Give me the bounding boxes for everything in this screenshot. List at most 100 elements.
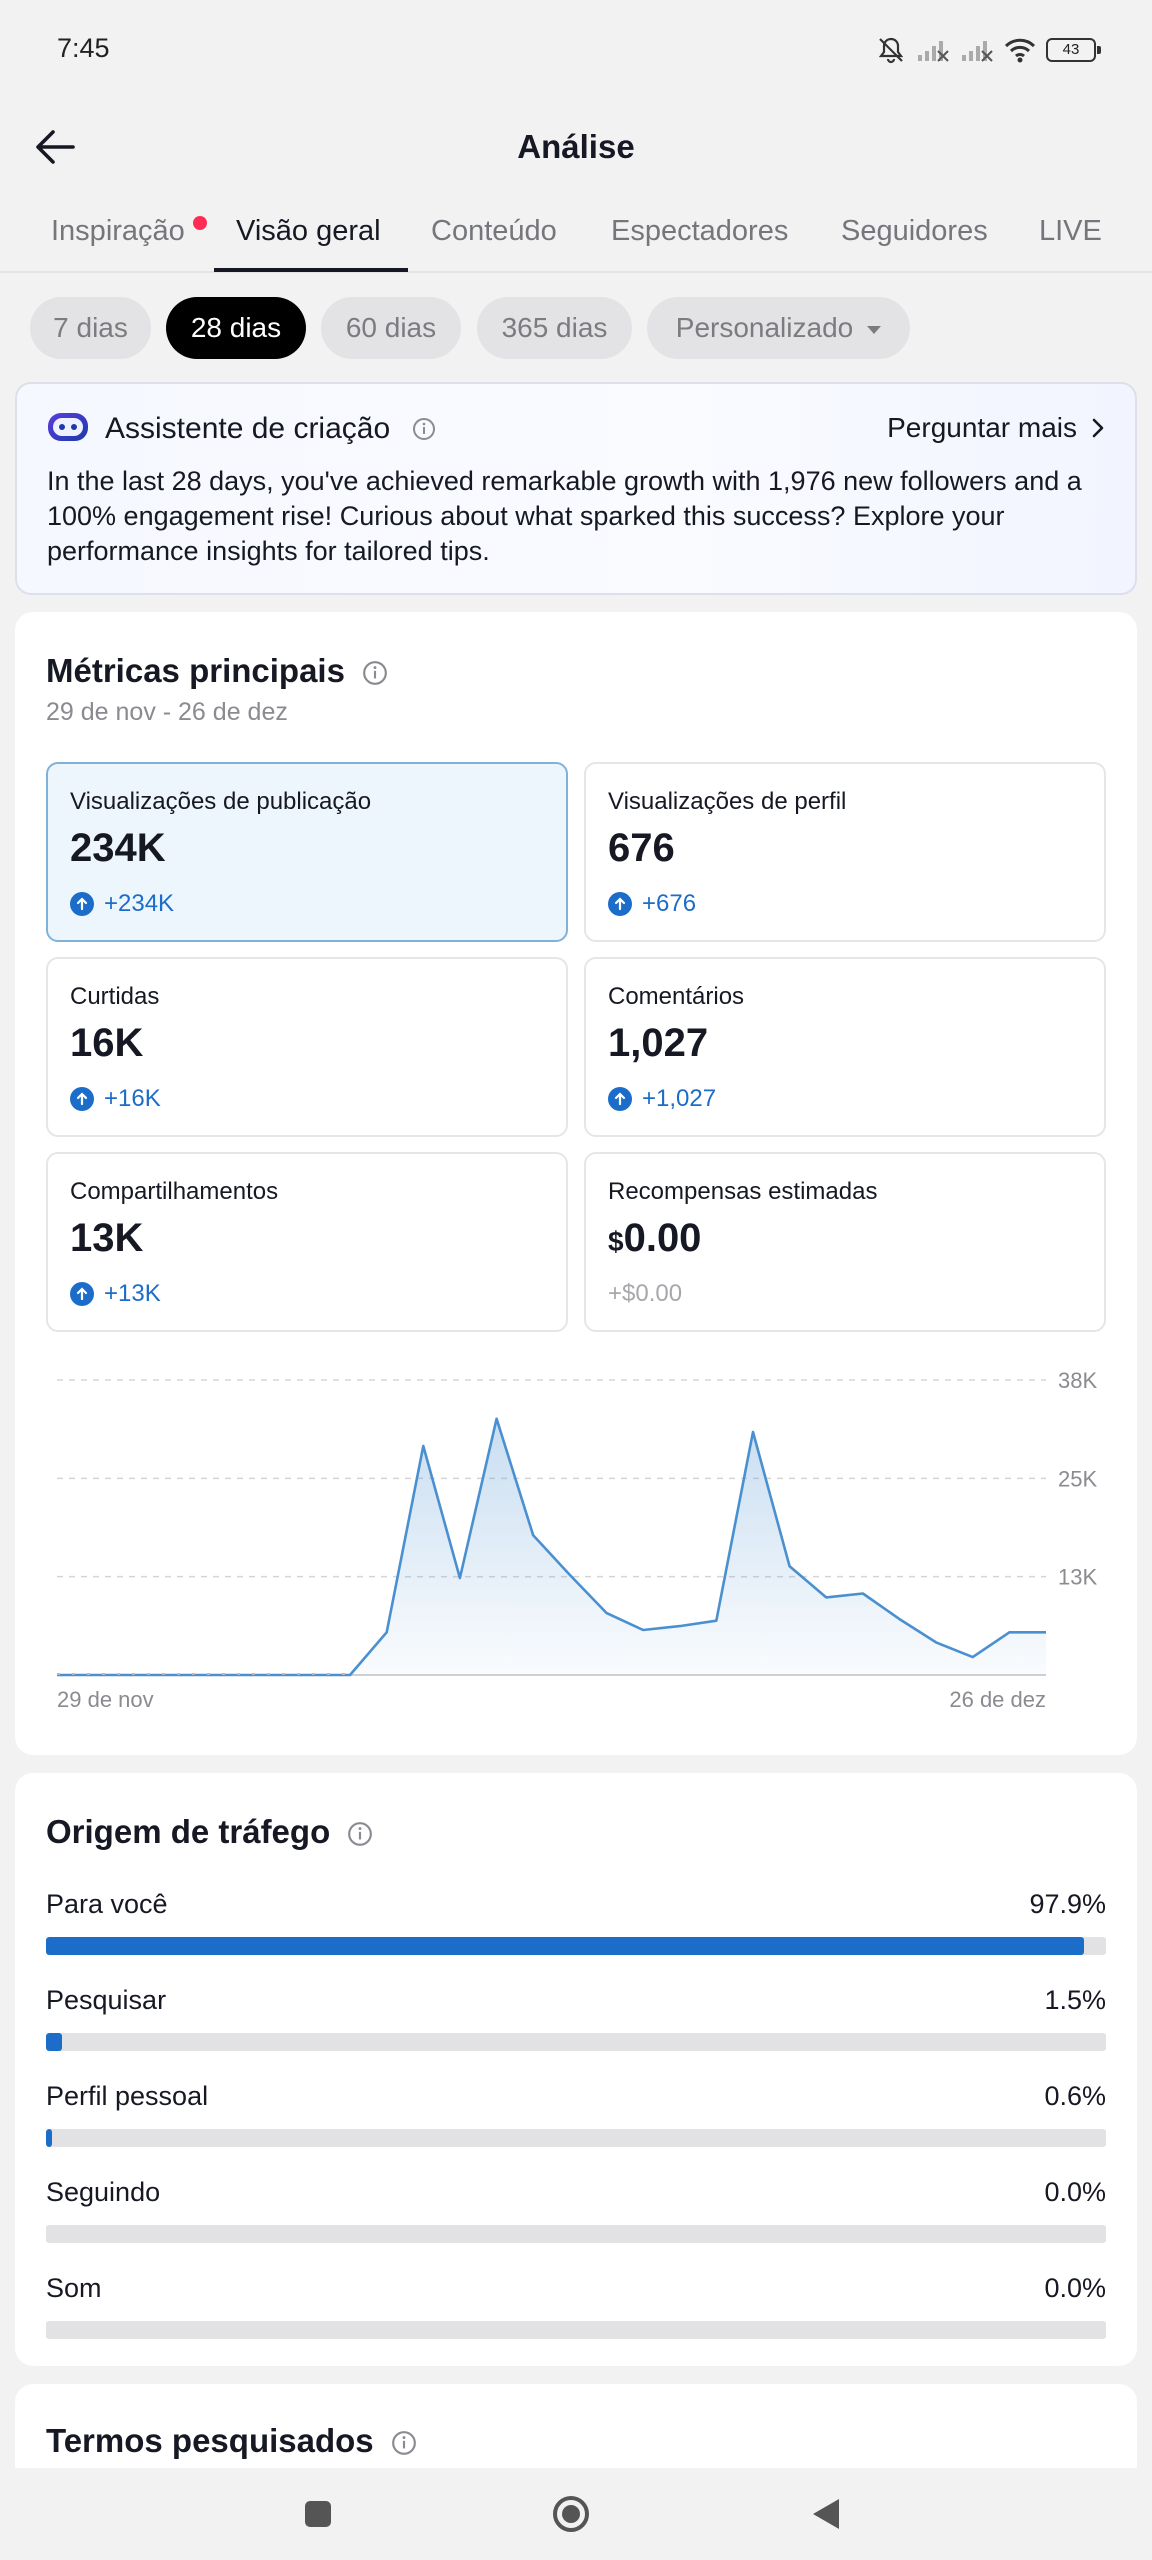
info-icon[interactable] — [347, 1821, 373, 1847]
key-metrics-title-row: Métricas principais — [46, 652, 388, 690]
arrow-left-icon — [36, 130, 75, 164]
metric-value: 13K — [70, 1216, 144, 1260]
battery-indicator: 43 — [1046, 38, 1101, 62]
system-navigation-bar — [0, 2468, 1152, 2560]
signal-icon — [918, 41, 949, 62]
metric-card-comments[interactable]: Comentários 1,027 +1,027 — [584, 957, 1106, 1137]
traffic-bar-track — [46, 2225, 1106, 2243]
chevron-right-icon — [1092, 418, 1104, 438]
square-icon — [305, 2501, 331, 2527]
tab-bar: Inspiração Visão geral Conteúdo Espectad… — [0, 195, 1152, 273]
metric-card-post-views[interactable]: Visualizações de publicação 234K +234K — [46, 762, 568, 942]
metric-delta: +16K — [70, 1085, 161, 1113]
traffic-source-name: Som — [46, 2273, 102, 2303]
range-60-dias[interactable]: 60 dias — [321, 297, 461, 359]
back-nav-button[interactable] — [804, 2492, 848, 2536]
tab-espectadores[interactable]: Espectadores — [611, 215, 789, 247]
range-personalizado-label: Personalizado — [675, 312, 854, 343]
traffic-source-card: Origem de tráfego Para você 97.9% Pesquisa… — [15, 1773, 1137, 2366]
traffic-title: Origem de tráfego — [46, 1813, 331, 1850]
mute-bell-icon — [878, 37, 904, 64]
key-metrics-card: Métricas principais 29 de nov - 26 de de… — [15, 612, 1137, 1755]
creator-assistant-banner: Assistente de criação Perguntar mais In … — [15, 382, 1137, 595]
metric-label: Curtidas — [70, 983, 160, 1010]
status-bar: 7:45 43 — [0, 0, 1152, 100]
metric-label: Comentários — [608, 983, 745, 1010]
status-icons: 43 — [876, 32, 1101, 68]
x-end-label: 26 de dez — [949, 1687, 1046, 1712]
active-tab-indicator — [214, 268, 408, 272]
traffic-bar-track — [46, 1937, 1106, 1955]
date-range-label: 29 de nov - 26 de dez — [46, 698, 288, 726]
metric-card-likes[interactable]: Curtidas 16K +16K — [46, 957, 568, 1137]
range-personalizado[interactable]: Personalizado — [647, 297, 910, 359]
assistant-title: Assistente de criação — [105, 412, 391, 445]
ask-more-link[interactable]: Perguntar mais — [887, 412, 1105, 444]
arrow-up-icon — [70, 892, 94, 916]
range-365-dias[interactable]: 365 dias — [477, 297, 632, 359]
metric-delta-value: +13K — [104, 1280, 161, 1307]
metric-card-shares[interactable]: Compartilhamentos 13K +13K — [46, 1152, 568, 1332]
traffic-source-name: Seguindo — [46, 2177, 161, 2207]
range-7-dias[interactable]: 7 dias — [30, 297, 151, 359]
traffic-source-name: Para você — [46, 1889, 168, 1919]
metric-card-estimated-rewards[interactable]: Recompensas estimadas $0.00 +$0.00 — [584, 1152, 1106, 1332]
metric-delta: +1,027 — [608, 1085, 716, 1113]
chart-area — [57, 1418, 1046, 1675]
traffic-source-percent: 0.0% — [1044, 2273, 1106, 2303]
metric-delta: +$0.00 — [608, 1280, 682, 1308]
metric-card-profile-views[interactable]: Visualizações de perfil 676 +676 — [584, 762, 1106, 942]
info-icon[interactable] — [412, 417, 436, 441]
currency-symbol: $ — [608, 1226, 624, 1257]
y-tick-label: 38K — [1058, 1368, 1097, 1393]
info-icon[interactable] — [391, 2430, 417, 2456]
metric-value: 676 — [608, 826, 675, 870]
traffic-source-percent: 0.6% — [1044, 2081, 1106, 2111]
traffic-bar-track — [46, 2033, 1106, 2051]
tab-visao-geral[interactable]: Visão geral — [236, 215, 381, 247]
metric-value: $0.00 — [608, 1216, 701, 1261]
metric-delta-value: +$0.00 — [608, 1280, 683, 1307]
notification-dot — [193, 216, 207, 230]
key-metrics-title: Métricas principais — [46, 652, 345, 689]
arrow-up-icon — [608, 1087, 632, 1111]
caret-down-icon — [867, 325, 882, 334]
recents-button[interactable] — [296, 2492, 340, 2536]
triangle-back-icon — [813, 2499, 839, 2529]
traffic-bar-fill — [46, 2129, 53, 2147]
metric-label: Compartilhamentos — [70, 1178, 279, 1205]
traffic-title-row: Origem de tráfego — [46, 1813, 373, 1851]
metric-delta: +13K — [70, 1280, 161, 1308]
traffic-source-name: Perfil pessoal — [46, 2081, 209, 2111]
back-button[interactable] — [28, 120, 82, 174]
traffic-source-name: Pesquisar — [46, 1985, 167, 2015]
info-icon[interactable] — [362, 660, 388, 686]
x-start-label: 29 de nov — [57, 1687, 154, 1712]
metric-delta-value: +1,027 — [642, 1085, 717, 1112]
circle-icon — [553, 2496, 589, 2532]
y-tick-label: 13K — [1058, 1565, 1097, 1590]
y-tick-label: 25K — [1058, 1466, 1097, 1491]
assistant-robot-icon — [48, 413, 88, 441]
traffic-source-percent: 0.0% — [1044, 2177, 1106, 2207]
search-terms-title-row: Termos pesquisados — [46, 2422, 417, 2460]
metric-delta: +234K — [70, 890, 174, 918]
tab-conteudo[interactable]: Conteúdo — [431, 215, 557, 247]
metric-value: 1,027 — [608, 1021, 709, 1065]
status-time: 7:45 — [57, 33, 110, 63]
tab-inspiracao[interactable]: Inspiração — [51, 215, 185, 247]
home-button[interactable] — [549, 2492, 593, 2536]
traffic-source-percent: 1.5% — [1044, 1985, 1106, 2015]
signal-icon-2 — [962, 41, 993, 62]
metric-label: Recompensas estimadas — [608, 1178, 878, 1205]
range-28-dias[interactable]: 28 dias — [166, 297, 306, 359]
metric-delta: +676 — [608, 890, 696, 918]
chart-series-line — [57, 1417, 1046, 1677]
metric-delta-value: +676 — [642, 890, 697, 917]
page-title: Análise — [517, 128, 635, 165]
tab-live[interactable]: LIVE — [1039, 215, 1102, 247]
traffic-source-percent: 97.9% — [1029, 1889, 1106, 1919]
tab-seguidores[interactable]: Seguidores — [841, 215, 988, 247]
ask-more-label: Perguntar mais — [887, 412, 1077, 443]
metric-delta-value: +16K — [104, 1085, 161, 1112]
